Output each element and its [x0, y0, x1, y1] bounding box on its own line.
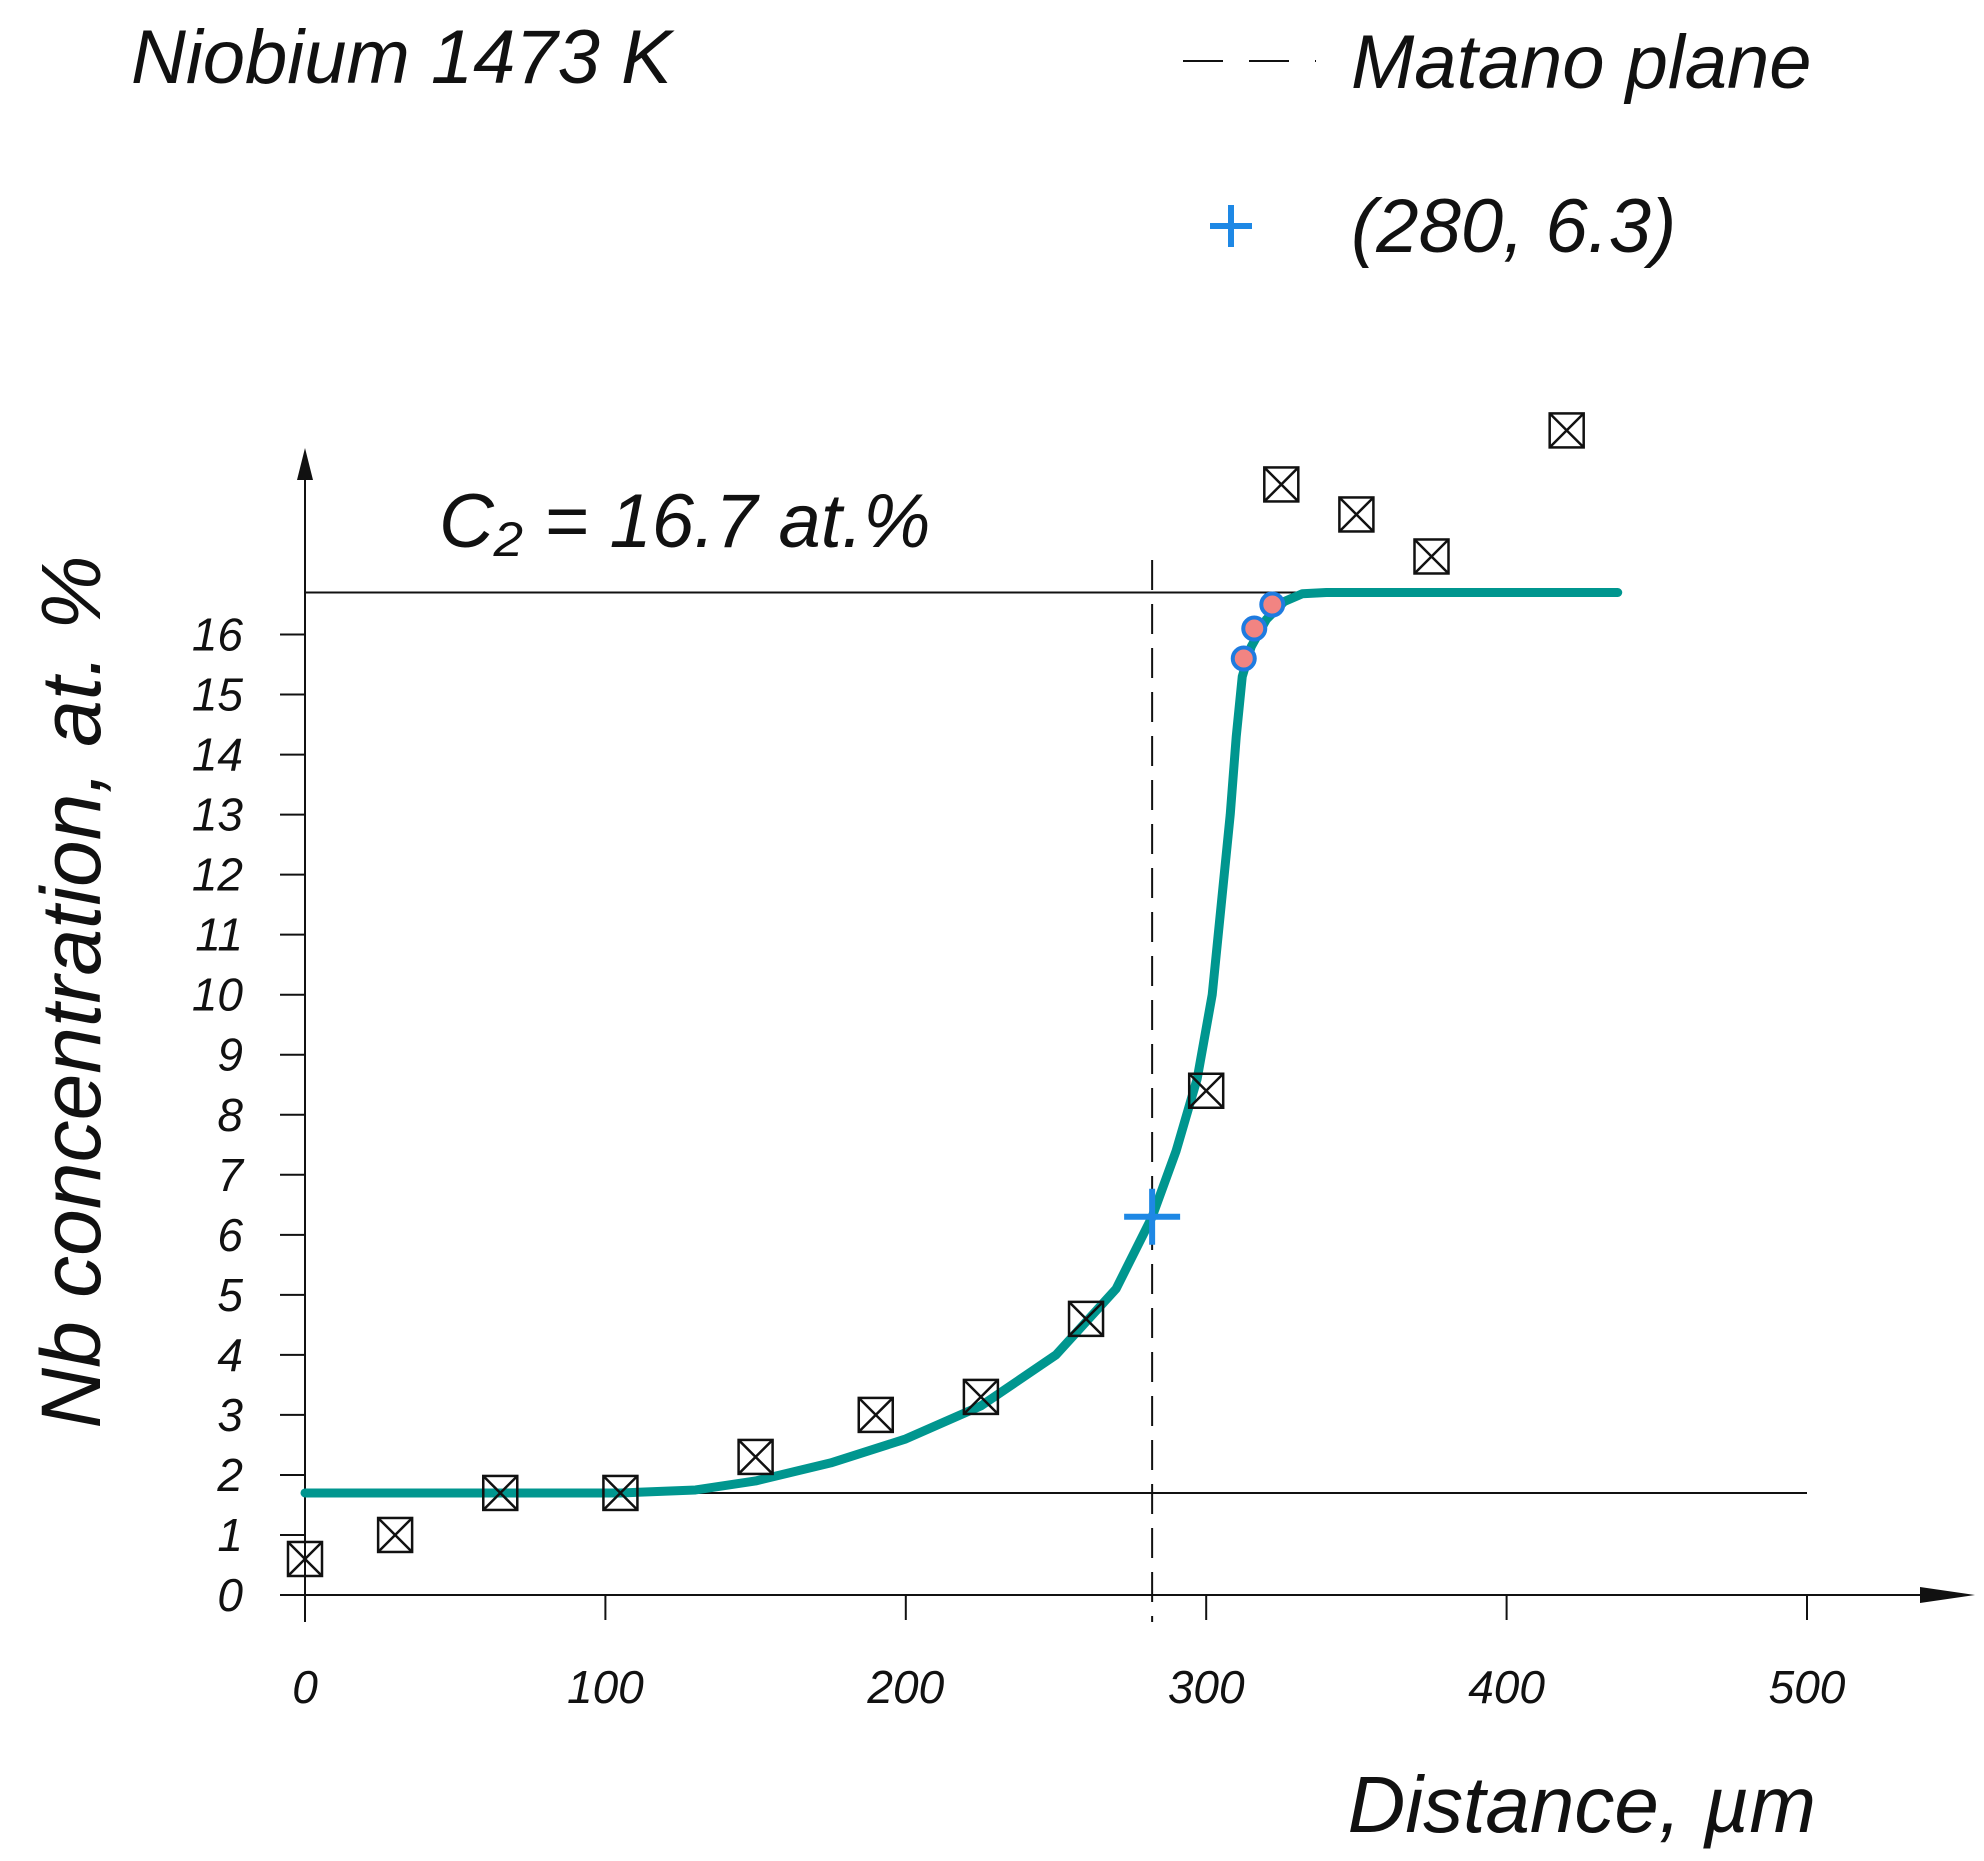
- marker-cross: [482, 1475, 519, 1511]
- x-tick-label: 300: [1168, 1661, 1245, 1713]
- y-tick-label: 10: [192, 969, 244, 1021]
- marker: [1338, 496, 1375, 533]
- y-tick-label: 1: [217, 1509, 243, 1561]
- marker-box: [737, 1438, 774, 1476]
- marker-cross: [377, 1517, 414, 1553]
- x-tick-label: 500: [1769, 1661, 1846, 1713]
- point: [1259, 591, 1286, 618]
- marker: [962, 1378, 1000, 1416]
- axes: [280, 448, 1975, 1622]
- marker-cross: [1413, 538, 1450, 575]
- marker-box: [857, 1396, 895, 1434]
- marker-box: [286, 1540, 324, 1578]
- legend-label: (280, 6.3): [1351, 184, 1676, 269]
- marker-box: [482, 1474, 519, 1512]
- marker-cross: [1188, 1072, 1225, 1109]
- marker: [1263, 466, 1300, 503]
- marker: [1187, 1072, 1225, 1109]
- legend-label: Matano plane: [1351, 20, 1812, 105]
- marker: [376, 1516, 414, 1554]
- marker-box: [602, 1474, 639, 1512]
- marker: [1548, 412, 1585, 449]
- marker: [482, 1474, 519, 1512]
- marker-cross: [963, 1379, 999, 1415]
- y-tick-label: 0: [217, 1569, 243, 1621]
- marker-box: [1413, 538, 1450, 575]
- x-tick-label: 0: [292, 1661, 318, 1713]
- x-axis-label: Distance, µm: [1348, 1760, 1816, 1849]
- y-tick-label: 14: [192, 729, 243, 781]
- x-tick-label: 100: [567, 1661, 644, 1713]
- curve: [300, 587, 1623, 1498]
- y-tick-label: 13: [192, 789, 244, 841]
- marker: [602, 1474, 639, 1512]
- annotation: C₂ = 16.7 at.%: [439, 479, 931, 564]
- y-tick-label: 11: [195, 909, 243, 961]
- marker-cross: [1068, 1300, 1104, 1337]
- y-tick-label: 5: [217, 1269, 243, 1321]
- marker-box: [962, 1378, 1000, 1416]
- y-tick-label: 6: [217, 1209, 243, 1261]
- marker: [1413, 538, 1450, 575]
- x-tick-label: 400: [1468, 1661, 1545, 1713]
- legend-swatch: [1210, 205, 1252, 247]
- marker-box: [1067, 1300, 1105, 1338]
- point: [1230, 645, 1257, 672]
- y-tick-label: 4: [217, 1329, 243, 1381]
- marker: [1067, 1300, 1105, 1338]
- y-tick-label: 8: [217, 1089, 243, 1141]
- x-tick-label: 200: [866, 1661, 944, 1713]
- marker-cross: [1338, 496, 1375, 533]
- y-tick-label: 16: [192, 609, 244, 661]
- marker-cross: [737, 1439, 774, 1475]
- cross-point: [1124, 1188, 1181, 1245]
- y-tick-label: 15: [192, 669, 244, 721]
- marker-cross: [1548, 412, 1585, 449]
- marker: [857, 1396, 895, 1434]
- marker-cross: [1263, 466, 1300, 503]
- y-tick-label: 2: [216, 1449, 243, 1501]
- y-axis-label: Nb concentration, at. %: [24, 555, 118, 1428]
- marker-cross: [602, 1475, 639, 1511]
- marker-box: [1263, 466, 1300, 503]
- marker-box: [1187, 1072, 1225, 1109]
- marker-box: [376, 1516, 414, 1554]
- marker-box: [1338, 496, 1375, 533]
- y-tick-label: 12: [192, 849, 243, 901]
- chart-title: Niobium 1473 K: [131, 15, 675, 100]
- marker-cross: [857, 1397, 894, 1433]
- marker-box: [1548, 412, 1585, 449]
- marker: [737, 1438, 774, 1476]
- y-tick-label: 3: [217, 1389, 243, 1441]
- y-tick-label: 9: [217, 1029, 243, 1081]
- marker: [286, 1540, 324, 1578]
- y-tick-label: 7: [217, 1149, 244, 1201]
- point: [1241, 615, 1268, 642]
- marker-cross: [287, 1541, 323, 1577]
